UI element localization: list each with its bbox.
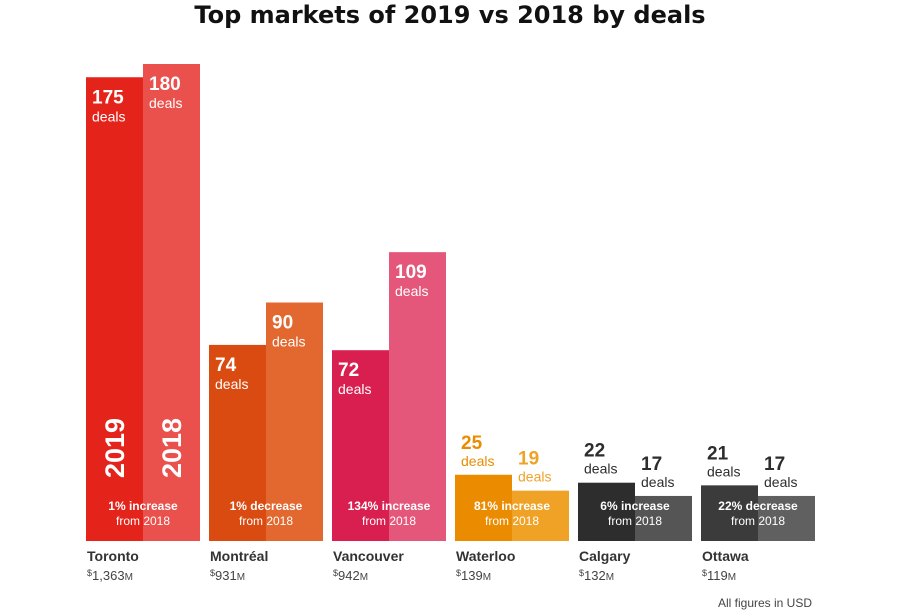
market-name: Montréal [210, 548, 268, 564]
bar-2019 [332, 350, 389, 541]
bar-2019 [455, 474, 512, 541]
value-label-2018: 180 [149, 74, 181, 95]
value-label-2019: 175 [92, 87, 124, 108]
change-annotation: 22% decrease [718, 499, 798, 513]
amount-value: 942 [338, 568, 360, 583]
market-name: Waterloo [456, 548, 515, 564]
bar-2018 [389, 252, 446, 541]
unit-label-2019: deals [461, 453, 494, 469]
change-annotation-sub: from 2018 [485, 514, 539, 528]
amount-currency: $ [456, 568, 461, 578]
unit-label-2019: deals [92, 108, 125, 124]
unit-label-2019: deals [215, 376, 248, 392]
market-name: Vancouver [333, 548, 404, 564]
market-name: Ottawa [702, 548, 749, 564]
bar-2019 [86, 77, 143, 541]
bar-2019 [578, 482, 635, 541]
market-amount: $132M [579, 568, 614, 583]
amount-unit: M [606, 572, 614, 583]
amount-unit: M [125, 572, 133, 583]
bar-2018 [758, 495, 815, 541]
market-amount: $931M [210, 568, 245, 583]
value-label-2019: 25 [461, 433, 483, 454]
market-amount: $942M [333, 568, 368, 583]
amount-currency: $ [702, 568, 707, 578]
change-annotation: 1% decrease [230, 499, 303, 513]
market-name: Toronto [87, 548, 139, 564]
unit-label-2018: deals [641, 474, 674, 490]
amount-value: 139 [461, 568, 483, 583]
market-amount: $139M [456, 568, 491, 583]
amount-currency: $ [210, 568, 215, 578]
amount-value: 132 [584, 568, 606, 583]
change-annotation: 6% increase [600, 499, 670, 513]
chart-title: Top markets of 2019 vs 2018 by deals [194, 1, 706, 29]
value-label-2018: 17 [764, 454, 785, 475]
value-label-2019: 72 [338, 360, 359, 381]
value-label-2018: 17 [641, 454, 662, 475]
change-annotation-sub: from 2018 [116, 514, 170, 528]
market-name: Calgary [579, 548, 631, 564]
value-label-2019: 74 [215, 355, 237, 376]
amount-value: 931 [215, 568, 237, 583]
amount-unit: M [237, 572, 245, 583]
bar-2019 [701, 485, 758, 541]
unit-label-2019: deals [338, 381, 371, 397]
amount-unit: M [360, 572, 368, 583]
value-label-2019: 21 [707, 443, 729, 464]
amount-value: 119 [707, 568, 728, 583]
change-annotation-sub: from 2018 [731, 514, 785, 528]
bar-2019 [209, 344, 266, 541]
value-label-2018: 90 [272, 313, 293, 334]
unit-label-2018: deals [272, 334, 305, 350]
market-amount: $1,363M [87, 568, 133, 583]
unit-label-2018: deals [518, 469, 551, 485]
change-annotation: 134% increase [348, 499, 431, 513]
change-annotation-sub: from 2018 [362, 514, 416, 528]
amount-currency: $ [333, 568, 338, 578]
amount-currency: $ [579, 568, 584, 578]
footnote: All figures in USD [717, 596, 812, 610]
amount-currency: $ [87, 568, 92, 578]
change-annotation: 1% increase [108, 499, 178, 513]
bar-2018 [635, 495, 692, 541]
year-label-2019: 2019 [100, 418, 130, 478]
unit-label-2019: deals [584, 461, 617, 477]
value-label-2018: 19 [518, 449, 539, 470]
unit-label-2018: deals [764, 474, 797, 490]
market-amount: $119M [702, 568, 736, 583]
bar-2018 [143, 64, 200, 541]
amount-value: 1,363 [92, 568, 125, 583]
value-label-2019: 22 [584, 441, 605, 462]
change-annotation-sub: from 2018 [239, 514, 293, 528]
amount-unit: M [483, 572, 491, 583]
year-label-2018: 2018 [157, 418, 187, 478]
change-annotation: 81% increase [474, 499, 550, 513]
unit-label-2018: deals [149, 95, 182, 111]
amount-unit: M [728, 572, 736, 583]
change-annotation-sub: from 2018 [608, 514, 662, 528]
unit-label-2018: deals [395, 283, 428, 299]
bar-2018 [266, 302, 323, 541]
unit-label-2019: deals [707, 463, 740, 479]
value-label-2018: 109 [395, 262, 427, 283]
bar-2018 [512, 490, 569, 541]
